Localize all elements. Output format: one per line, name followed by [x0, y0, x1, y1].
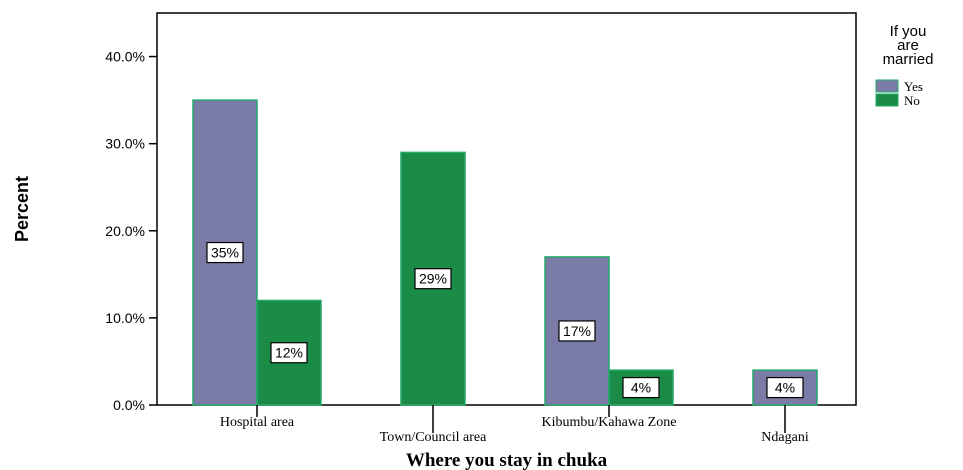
data-label: 17%	[563, 323, 591, 339]
legend-title: If you	[890, 23, 927, 40]
y-axis-label: Percent	[12, 176, 32, 242]
legend-title: are	[897, 37, 919, 54]
data-label-box	[558, 320, 596, 342]
x-axis: Hospital area Town/Council area Kibumbu/Ka…	[220, 405, 809, 445]
x-tick-label: Ndagani	[761, 430, 809, 445]
legend-title: married	[883, 51, 934, 68]
y-tick-label: 40.0%	[105, 49, 145, 65]
data-label: 35%	[211, 245, 239, 261]
x-tick-label: Kibumbu/Kahawa Zone	[542, 415, 677, 430]
legend-swatch-yes	[875, 79, 899, 93]
y-tick-label: 0.0%	[113, 397, 145, 413]
x-tick-label: Hospital area	[220, 415, 295, 430]
legend-label: Yes	[904, 79, 923, 94]
data-label-box	[766, 376, 804, 399]
data-label-box	[206, 241, 244, 264]
data-label-box	[270, 342, 308, 364]
y-tick-label: 10.0%	[105, 310, 145, 326]
data-label: 12%	[275, 345, 303, 361]
y-tick-label: 20.0%	[105, 223, 145, 239]
data-label: 29%	[419, 271, 447, 287]
legend-swatch-no	[875, 93, 899, 107]
legend-label: No	[904, 93, 920, 108]
y-tick-label: 30.0%	[105, 136, 145, 152]
x-tick-label: Town/Council area	[380, 430, 487, 445]
data-label: 4%	[631, 380, 651, 396]
x-axis-label: Where you stay in chuka	[406, 450, 608, 470]
data-label: 4%	[775, 380, 795, 396]
y-axis: 0.0% 10.0% 20.0% 30.0% 40.0%	[105, 49, 157, 413]
data-label-box	[414, 268, 452, 290]
bars: 35% 12% 29% 17% 4% 4%	[192, 99, 818, 406]
data-label-box	[622, 376, 660, 399]
